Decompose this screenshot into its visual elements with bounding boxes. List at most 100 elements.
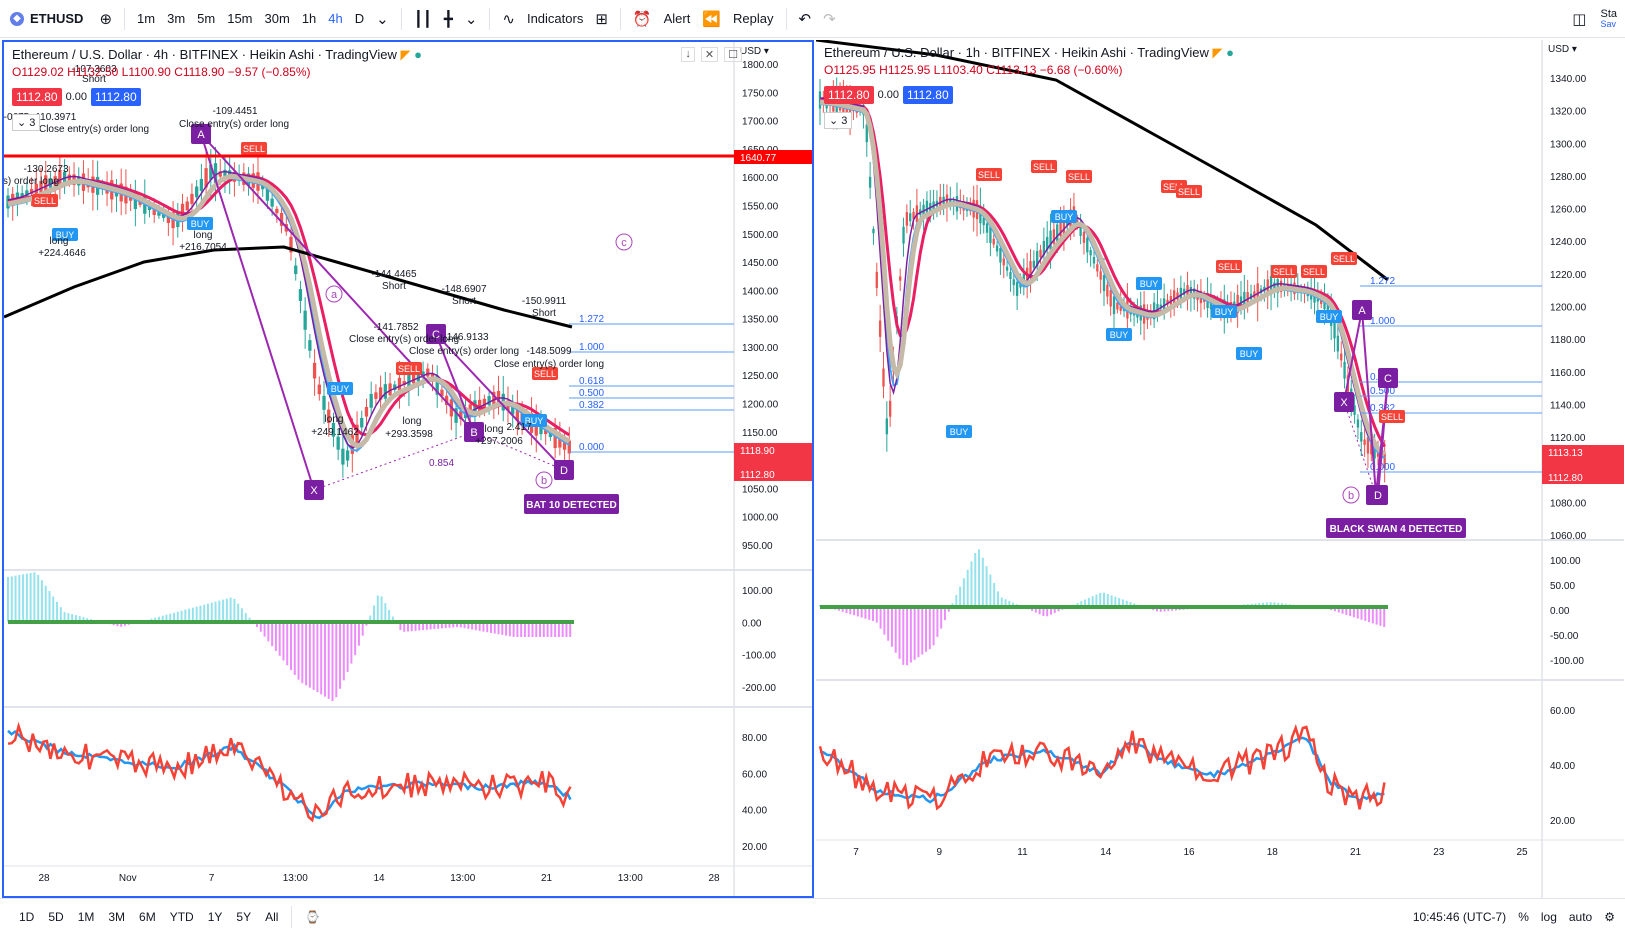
candle-body	[48, 178, 53, 188]
sell-signal	[1379, 410, 1405, 423]
candle-body	[67, 174, 71, 183]
timeframe-1h[interactable]: 1h	[301, 11, 317, 26]
chart-canvas-right[interactable]: USD ▾ 1340.00 1320.00 1300.00 1280.00 1260.00…	[816, 40, 1624, 898]
range-3m[interactable]: 3M	[108, 909, 126, 924]
sell-signal	[1216, 260, 1242, 273]
candle-body	[1029, 261, 1032, 278]
osc-tick-label: 50.00	[1550, 581, 1575, 592]
range-all[interactable]: All	[265, 909, 279, 924]
alert-button[interactable]: Alert	[663, 11, 691, 26]
candle-body	[1366, 436, 1370, 454]
timeframe-5m[interactable]: 5m	[197, 11, 216, 26]
clock[interactable]: 10:45:46 (UTC-7)	[1412, 910, 1507, 924]
timeframe-15m[interactable]: 15m	[227, 11, 253, 26]
trade-annotation: long	[403, 416, 422, 427]
trade-annotation: -148.6907	[441, 284, 486, 295]
redo-icon[interactable]: ↷	[823, 10, 836, 28]
toolbar-separator	[400, 7, 402, 30]
save-label: Sta	[1600, 8, 1617, 20]
trade-annotation: -109.4451	[212, 106, 257, 117]
candle-body	[1052, 229, 1056, 244]
range-1y[interactable]: 1Y	[207, 909, 223, 924]
bid-button[interactable]: 1112.80	[824, 86, 874, 104]
trade-annotation: -146.9133	[443, 332, 488, 343]
bid-button[interactable]: 1112.80	[12, 88, 62, 106]
chart-canvas-left[interactable]: USD ▾1800.001750.001700.001650.001600.00…	[4, 42, 812, 896]
chart-legend: Ethereum / U.S. Dollar · 4h · BITFINEX ·…	[12, 47, 422, 79]
price-tick-label: 1700.00	[742, 117, 779, 128]
high-value: H1132.50	[67, 65, 119, 79]
flag-icon[interactable]: ◤	[1212, 45, 1223, 60]
chart-pane-right[interactable]: USD ▾ 1340.00 1320.00 1300.00 1280.00 1260.00…	[816, 40, 1624, 898]
timeframe-4h[interactable]: 4h	[328, 11, 343, 26]
templates-icon[interactable]: ⊞	[595, 10, 608, 28]
sell-signal	[32, 194, 58, 207]
price-tick-label: 1340.00	[1550, 74, 1587, 85]
collapse-indicators-button[interactable]: ⌄ 3	[12, 114, 41, 131]
candle-body	[331, 422, 336, 437]
axis-price-tag-label: 1118.90	[740, 446, 775, 457]
chevron-down-icon[interactable]: ⌄	[376, 10, 389, 28]
ask-button[interactable]: 1112.80	[903, 86, 953, 104]
replay-button[interactable]: Replay	[733, 11, 774, 26]
timeframe-3m[interactable]: 3m	[167, 11, 186, 26]
symbol-search[interactable]: ◆ ETHUSD	[8, 11, 93, 26]
candle-body	[1156, 304, 1159, 314]
sell-signal	[1331, 252, 1357, 265]
scroll-down-icon[interactable]: ↓	[681, 47, 695, 62]
percent-toggle[interactable]: %	[1518, 910, 1529, 924]
close-icon[interactable]: ✕	[700, 47, 719, 62]
candle-body	[44, 175, 48, 196]
timeframe-30m[interactable]: 30m	[264, 11, 290, 26]
ask-button[interactable]: 1112.80	[91, 88, 141, 106]
price-tick-label: 1500.00	[742, 230, 779, 241]
pattern-label: A	[1358, 305, 1366, 317]
candles-icon[interactable]: ╋	[443, 10, 453, 28]
rsi-tick-label: 40.00	[1550, 761, 1575, 772]
axis-price-tag	[734, 443, 812, 471]
layout-icon[interactable]: ◫	[1572, 11, 1587, 28]
range-1m[interactable]: 1M	[77, 909, 95, 924]
candle-body	[213, 163, 218, 184]
add-symbol-icon[interactable]: ⊕	[99, 10, 113, 28]
timeframe-d[interactable]: D	[354, 11, 365, 26]
price-tick-label: 1050.00	[742, 484, 779, 495]
price-tick-label: 1200.00	[742, 400, 779, 411]
flag-icon[interactable]: ◤	[400, 47, 411, 62]
trade-annotation: long	[325, 414, 344, 425]
maximize-icon[interactable]: ☐	[724, 47, 742, 62]
candle-body	[34, 183, 38, 195]
toolbar-separator	[124, 7, 126, 30]
collapse-indicators-button[interactable]: ⌄ 3	[824, 112, 853, 129]
goto-date-icon[interactable]: ⌚	[305, 909, 321, 924]
ma-purple-line	[819, 97, 1386, 455]
candle-body	[402, 381, 406, 386]
fib-label: 0.500	[1370, 386, 1395, 397]
undo-icon[interactable]: ↶	[798, 10, 812, 28]
time-tick-label: 11	[1017, 847, 1028, 858]
chart-pane-left[interactable]: USD ▾1800.001750.001700.001650.001600.00…	[2, 40, 814, 898]
candle-body	[317, 384, 321, 395]
candle-body	[1159, 304, 1162, 309]
save-button[interactable]: Sta Sav	[1600, 8, 1617, 30]
range-1d[interactable]: 1D	[19, 909, 35, 924]
timeframe-1m[interactable]: 1m	[137, 11, 156, 26]
settings-icon[interactable]: ⚙	[1604, 910, 1615, 924]
candle-body	[435, 375, 439, 395]
price-tick-label: 1280.00	[1550, 172, 1587, 183]
buy-signal	[1316, 310, 1342, 323]
chevron-down-icon[interactable]: ⌄	[464, 10, 478, 28]
range-5d[interactable]: 5D	[48, 909, 64, 924]
indicators-button[interactable]: Indicators	[526, 11, 584, 26]
log-toggle[interactable]: log	[1540, 910, 1557, 924]
fib-label: 0.000	[1370, 462, 1395, 473]
candle-body	[388, 383, 392, 396]
bar-chart-icon[interactable]: ┃┃	[413, 10, 432, 28]
signal-label: BUY	[1055, 212, 1074, 222]
auto-toggle[interactable]: auto	[1568, 910, 1593, 924]
range-5y[interactable]: 5Y	[236, 909, 252, 924]
range-6m[interactable]: 6M	[139, 909, 156, 924]
rsi-blue-line	[7, 729, 572, 820]
wave-label-circle	[325, 285, 343, 303]
range-ytd[interactable]: YTD	[169, 909, 194, 924]
